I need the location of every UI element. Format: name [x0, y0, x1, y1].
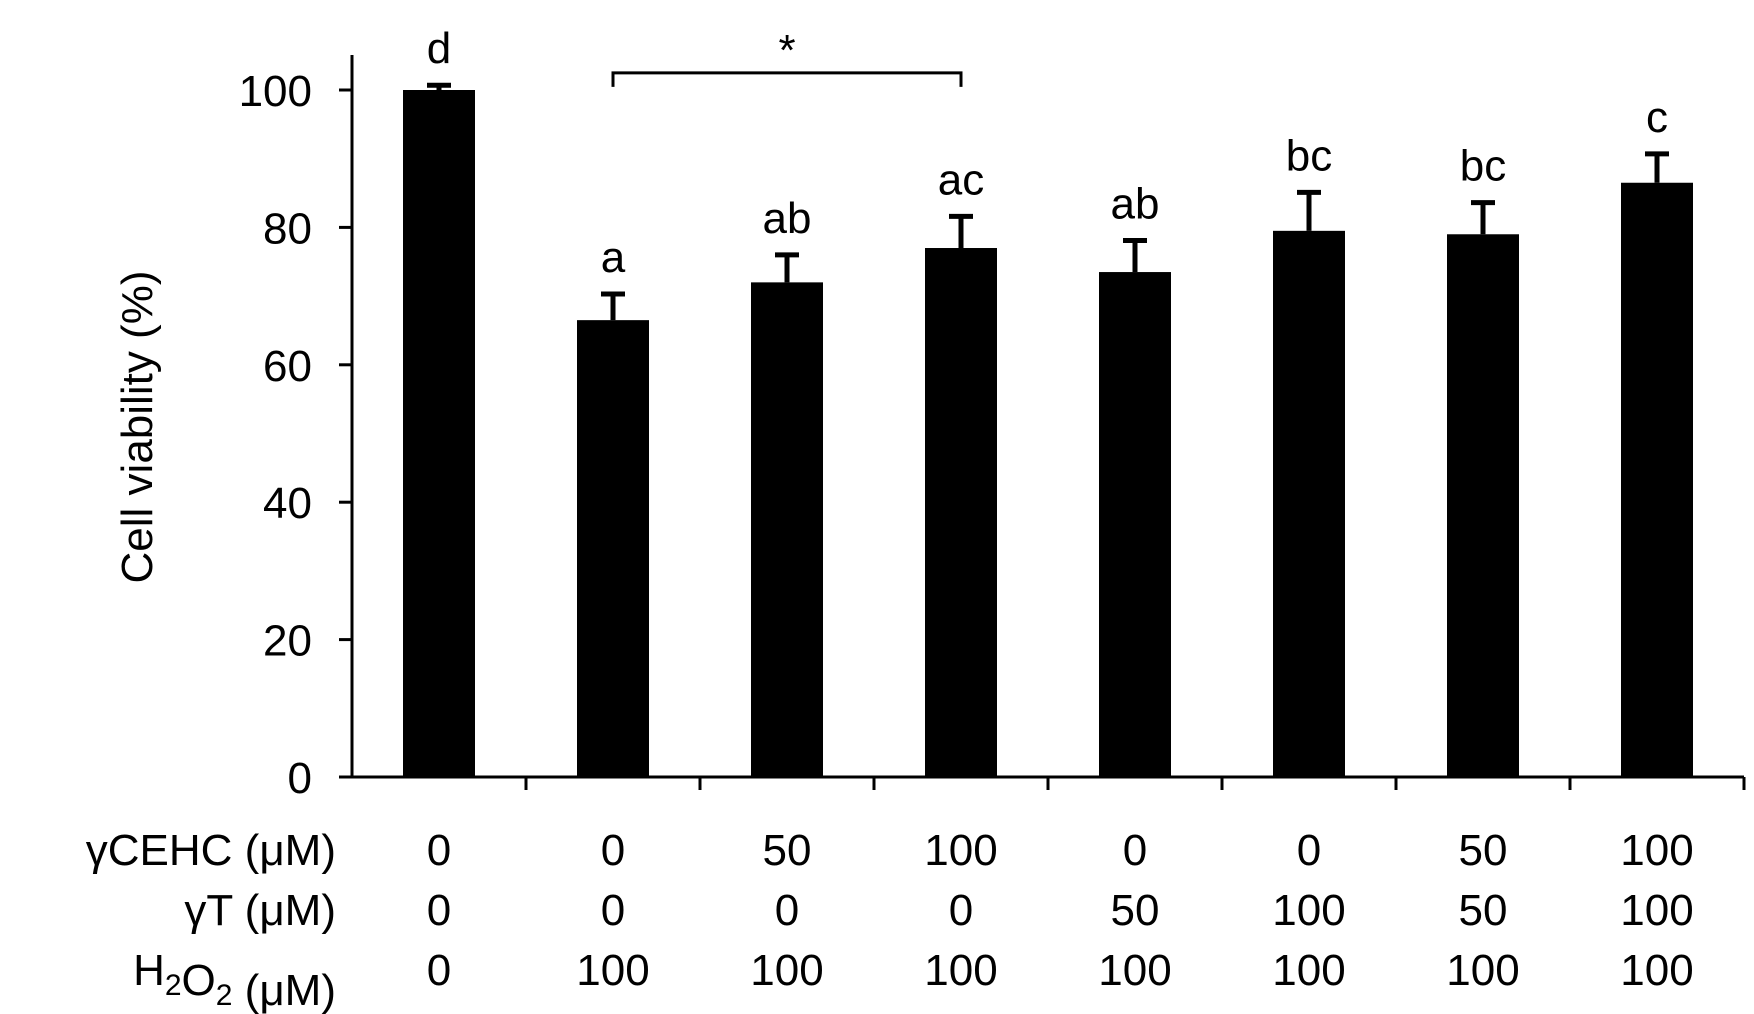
bar — [925, 248, 997, 777]
significance-letter: ab — [763, 194, 812, 243]
treatment-row-label: H2O2 (μM) — [133, 946, 336, 1014]
label-part: H — [133, 946, 165, 995]
treatment-value: 100 — [1098, 946, 1171, 995]
y-tick-label: 80 — [263, 204, 312, 253]
treatment-value: 100 — [1620, 826, 1693, 875]
subscript: 2 — [165, 969, 182, 1002]
y-tick-label: 0 — [288, 754, 312, 803]
treatment-value: 100 — [1272, 886, 1345, 935]
treatment-value: 100 — [576, 946, 649, 995]
bracket-label: * — [778, 26, 795, 75]
treatment-value: 100 — [924, 946, 997, 995]
y-axis-label: Cell viability (%) — [113, 271, 162, 584]
label-part: (μM) — [232, 966, 336, 1014]
treatment-value: 0 — [601, 826, 625, 875]
treatment-value: 100 — [1446, 946, 1519, 995]
treatment-value: 100 — [1620, 946, 1693, 995]
significance-letter: ac — [938, 155, 984, 204]
error-bars — [427, 82, 1669, 321]
treatment-table: γCEHC (μM) 0 0 50 100 0 0 50 100 γT (μM) 0 0 0 0 50 100… — [86, 826, 1694, 1014]
treatment-value: 0 — [775, 886, 799, 935]
significance-letters: d a ab ac ab bc bc c — [427, 24, 1668, 282]
bar — [403, 90, 475, 777]
treatment-value: 50 — [1459, 826, 1508, 875]
bar — [1621, 182, 1693, 777]
label-part: O — [182, 956, 216, 1005]
y-tick-label: 20 — [263, 617, 312, 666]
treatment-value: 50 — [1111, 886, 1160, 935]
subscript: 2 — [216, 979, 233, 1012]
y-tick-label: 40 — [263, 479, 312, 528]
treatment-value: 50 — [763, 826, 812, 875]
bar — [751, 282, 823, 777]
treatment-value: 0 — [1123, 826, 1147, 875]
treatment-row-label: γCEHC (μM) — [86, 826, 336, 875]
treatment-value: 0 — [427, 826, 451, 875]
treatment-value: 0 — [949, 886, 973, 935]
treatment-value: 0 — [601, 886, 625, 935]
y-tick-label: 100 — [239, 67, 312, 116]
bar — [577, 320, 649, 777]
significance-letter: bc — [1286, 131, 1332, 180]
treatment-row-label: γT (μM) — [184, 886, 336, 935]
treatment-value: 100 — [750, 946, 823, 995]
bar — [1099, 272, 1171, 777]
treatment-value: 50 — [1459, 886, 1508, 935]
treatment-value: 0 — [427, 886, 451, 935]
bar — [1447, 234, 1519, 777]
bracket-line — [611, 71, 963, 87]
treatment-value: 100 — [1620, 886, 1693, 935]
treatment-value: 0 — [427, 946, 451, 995]
significance-letter: ab — [1111, 179, 1160, 228]
y-tick-label: 60 — [263, 342, 312, 391]
bar — [1273, 230, 1345, 777]
bars — [403, 90, 1693, 777]
significance-bracket: * — [611, 26, 963, 87]
significance-letter: bc — [1460, 142, 1506, 191]
significance-letter: d — [427, 24, 451, 73]
treatment-value: 100 — [1272, 946, 1345, 995]
treatment-value: 100 — [924, 826, 997, 875]
significance-letter: a — [601, 233, 626, 282]
significance-letter: c — [1646, 93, 1668, 142]
treatment-value: 0 — [1297, 826, 1321, 875]
